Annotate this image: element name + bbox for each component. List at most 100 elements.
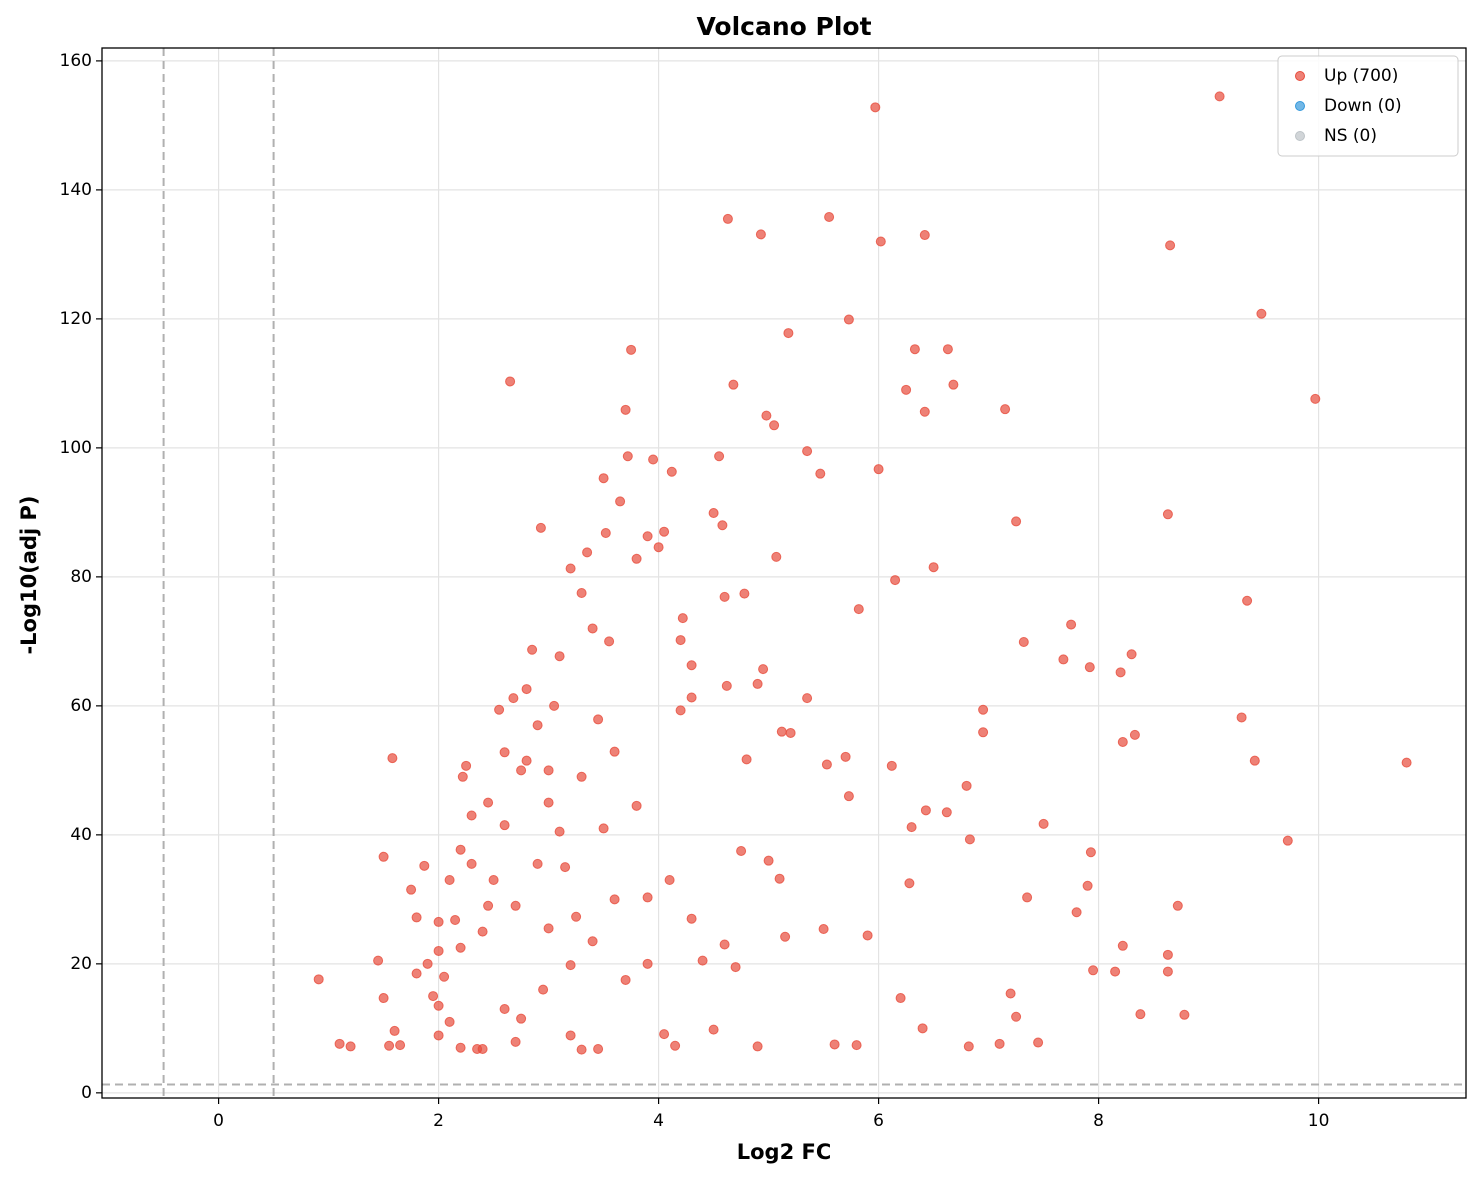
point xyxy=(1071,907,1082,918)
point xyxy=(675,635,686,646)
point xyxy=(1110,966,1121,977)
point xyxy=(554,826,565,837)
point xyxy=(499,1003,510,1014)
chart-title: Volcano Plot xyxy=(696,12,871,41)
point xyxy=(411,912,422,923)
point xyxy=(895,993,906,1004)
point xyxy=(1033,1037,1044,1048)
point xyxy=(576,587,587,598)
point xyxy=(964,834,975,845)
point xyxy=(516,1013,527,1024)
point xyxy=(736,845,747,856)
point xyxy=(1214,91,1225,102)
point xyxy=(758,664,769,675)
point xyxy=(455,942,466,953)
point xyxy=(444,1016,455,1027)
point xyxy=(387,753,398,764)
point xyxy=(554,651,565,662)
x-axis-label: Log2 FC xyxy=(737,1140,832,1164)
y-tick-label: 120 xyxy=(60,309,92,329)
point xyxy=(719,939,730,950)
point xyxy=(714,451,725,462)
point xyxy=(763,855,774,866)
point xyxy=(659,526,670,537)
point xyxy=(510,1036,521,1047)
point xyxy=(818,924,829,935)
point xyxy=(411,968,422,979)
point xyxy=(774,873,785,884)
point xyxy=(565,563,576,574)
point xyxy=(439,971,450,982)
point xyxy=(631,800,642,811)
point xyxy=(505,376,516,387)
point xyxy=(994,1038,1005,1049)
point xyxy=(802,693,813,704)
point xyxy=(1066,619,1077,630)
legend-label: Up (700) xyxy=(1324,66,1398,86)
point xyxy=(483,797,494,808)
point xyxy=(815,468,826,479)
point xyxy=(1162,966,1173,977)
point xyxy=(776,726,787,737)
point xyxy=(853,604,864,615)
point xyxy=(516,765,527,776)
point xyxy=(535,522,546,533)
point xyxy=(755,229,766,240)
point xyxy=(1135,1009,1146,1020)
point xyxy=(686,913,697,924)
point xyxy=(1242,595,1253,606)
point xyxy=(444,875,455,886)
point xyxy=(948,379,959,390)
point xyxy=(620,974,631,985)
point xyxy=(741,754,752,765)
point xyxy=(659,1029,670,1040)
point xyxy=(1249,755,1260,766)
point xyxy=(422,958,433,969)
point xyxy=(843,314,854,325)
x-tick-label: 2 xyxy=(433,1111,444,1131)
point xyxy=(565,960,576,971)
x-tick-label: 4 xyxy=(653,1111,664,1131)
point xyxy=(483,900,494,911)
point xyxy=(543,765,554,776)
point xyxy=(653,542,664,553)
point xyxy=(560,862,571,873)
legend-label: Down (0) xyxy=(1324,96,1402,116)
point xyxy=(620,404,631,415)
point xyxy=(1085,847,1096,858)
point xyxy=(1038,818,1049,829)
point xyxy=(576,1044,587,1055)
x-tick-label: 6 xyxy=(873,1111,884,1131)
point xyxy=(1310,393,1321,404)
y-tick-label: 0 xyxy=(81,1083,92,1103)
y-tick-label: 40 xyxy=(70,825,92,845)
point xyxy=(1172,900,1183,911)
point xyxy=(785,727,796,738)
point xyxy=(824,211,835,222)
point xyxy=(978,727,989,738)
point xyxy=(1162,509,1173,520)
point xyxy=(373,955,384,966)
point xyxy=(829,1039,840,1050)
point xyxy=(521,684,532,695)
point xyxy=(466,858,477,869)
point xyxy=(1129,729,1140,740)
point xyxy=(604,636,615,647)
point xyxy=(1000,404,1011,415)
point xyxy=(532,858,543,869)
y-tick-label: 20 xyxy=(70,954,92,974)
point xyxy=(571,911,582,922)
x-tick-label: 0 xyxy=(213,1111,224,1131)
point xyxy=(840,751,851,762)
point xyxy=(457,771,468,782)
point xyxy=(890,575,901,586)
plot-frame xyxy=(101,47,1467,1099)
point xyxy=(494,704,505,715)
legend-box xyxy=(1277,55,1459,157)
point xyxy=(1084,662,1095,673)
point xyxy=(721,680,732,691)
point xyxy=(670,1040,681,1051)
point xyxy=(455,1042,466,1053)
point xyxy=(730,962,741,973)
